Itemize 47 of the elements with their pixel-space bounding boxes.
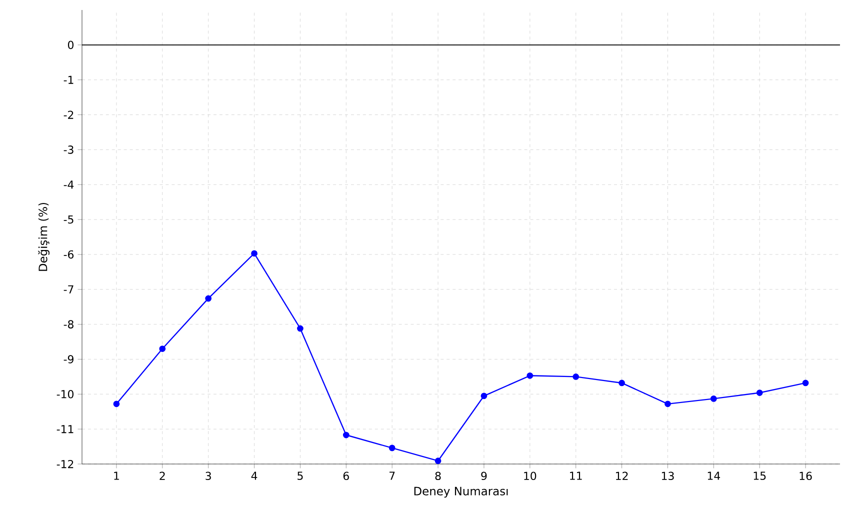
point: [297, 325, 304, 332]
y-tick-label: -1: [64, 76, 74, 84]
point: [480, 392, 488, 400]
point: [756, 390, 763, 396]
x-tick-label: 5: [298, 472, 303, 480]
x-axis-title: Deney Numarası: [414, 486, 508, 498]
y-tick-label: 0: [68, 40, 74, 50]
x-tick-label: 16: [800, 472, 812, 480]
point: [526, 372, 534, 379]
y-tick-label: -6: [64, 250, 74, 259]
x-tick-label: 13: [662, 472, 674, 480]
x-tick-label: 8: [435, 472, 441, 480]
y-axis-title: Değişim (%): [38, 202, 50, 271]
x-tick-label: 3: [206, 472, 211, 480]
x-tick-label: 6: [343, 472, 349, 480]
point: [618, 380, 625, 386]
point: [342, 432, 350, 438]
x-tick-label: 2: [160, 472, 165, 480]
x-tick-label: 11: [570, 472, 582, 480]
y-tick-label: -2: [64, 110, 74, 119]
point: [710, 396, 717, 402]
y-tick-label: -7: [64, 285, 74, 294]
point: [251, 250, 258, 257]
y-tick-label: -12: [56, 460, 74, 468]
point: [434, 458, 442, 464]
x-tick-label: 15: [754, 472, 766, 480]
y-tick-label: -4: [64, 180, 74, 189]
y-tick-label: -9: [64, 355, 74, 364]
point: [205, 295, 212, 302]
point: [572, 374, 580, 380]
x-tick-label: 1: [114, 472, 119, 480]
x-tick-label: 7: [390, 472, 395, 480]
y-tick-label: -10: [56, 390, 74, 398]
x-tick-label: 14: [708, 472, 720, 480]
x-tick-label: 9: [481, 472, 487, 480]
point: [159, 346, 166, 352]
x-tick-label: 4: [251, 472, 258, 480]
point: [664, 400, 671, 408]
y-tick-label: -5: [64, 215, 74, 224]
x-tick-label: 10: [524, 472, 536, 480]
x-tick-label: 12: [616, 472, 628, 480]
y-tick-label: -8: [64, 320, 74, 328]
point: [388, 444, 396, 452]
point: [113, 400, 120, 408]
y-tick-label: -11: [56, 425, 74, 434]
point: [802, 380, 809, 386]
y-tick-label: -3: [64, 146, 74, 154]
